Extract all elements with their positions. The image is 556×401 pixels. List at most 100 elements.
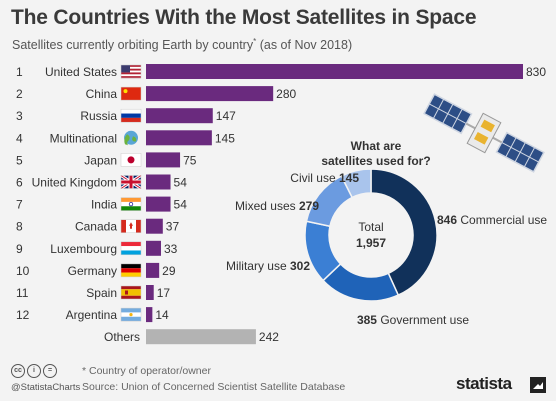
- rank-label: 9: [16, 242, 23, 256]
- bar: [146, 174, 171, 190]
- value-label: 75: [183, 153, 197, 167]
- rank-label: 7: [16, 198, 23, 212]
- flag-in-icon: [120, 197, 142, 211]
- value-label: 147: [216, 109, 236, 123]
- value-label: 830: [526, 65, 546, 79]
- rank-label: 10: [16, 264, 30, 278]
- donut-slice: [370, 168, 438, 297]
- category-label: China: [86, 87, 118, 101]
- category-label: Luxembourg: [50, 242, 117, 256]
- bar: [146, 240, 161, 256]
- bar-row: 1 United States 830: [16, 64, 546, 79]
- value-label: 54: [174, 198, 188, 212]
- bar: [146, 285, 154, 300]
- category-label: India: [91, 198, 117, 212]
- bar: [146, 86, 274, 102]
- value-label: 280: [276, 87, 296, 101]
- rank-label: 6: [16, 176, 23, 190]
- flag-jp-icon: [120, 153, 142, 167]
- bar-row: 3 Russia 147: [16, 108, 236, 124]
- rank-label: 4: [16, 131, 23, 145]
- bar: [146, 64, 523, 79]
- donut-center-label: Total: [358, 220, 383, 234]
- statista-logo[interactable]: statista: [456, 374, 512, 393]
- donut-title-line: What are: [351, 139, 402, 153]
- bar: [146, 262, 160, 278]
- no-derivatives-icon: =: [43, 364, 57, 378]
- bar: [146, 196, 171, 212]
- flag-de-icon: [120, 263, 142, 278]
- rank-label: 12: [16, 308, 30, 322]
- category-label: Russia: [80, 109, 117, 123]
- slice-name: Government use: [377, 313, 469, 327]
- bar: [146, 307, 153, 323]
- flag-es-icon: [120, 285, 142, 300]
- value-label: 29: [162, 264, 176, 278]
- category-label: Canada: [75, 220, 117, 234]
- value-label: 33: [164, 242, 178, 256]
- statista-logo-icon: [530, 377, 546, 393]
- category-label: Others: [104, 330, 140, 344]
- license-icons: cc i =: [11, 364, 57, 378]
- rank-label: 5: [16, 153, 23, 167]
- bar-row: 4 Multinational 145: [16, 130, 235, 146]
- value-label: 17: [157, 286, 171, 300]
- slice-value: 279: [299, 199, 319, 213]
- twitter-handle[interactable]: @StatistaCharts: [11, 382, 81, 393]
- category-label: Japan: [84, 153, 117, 167]
- donut-title-line: satellites used for?: [321, 154, 430, 168]
- bar-row: Others 242: [104, 329, 279, 345]
- category-label: United Kingdom: [32, 176, 117, 190]
- subtitle-text: Satellites currently orbiting Earth by c…: [12, 38, 254, 53]
- rank-label: 1: [16, 65, 23, 79]
- donut-slice: [340, 168, 372, 199]
- bar-row: 6 United Kingdom 54: [16, 174, 188, 190]
- value-label: 54: [174, 176, 188, 190]
- category-label: United States: [45, 65, 117, 79]
- flag-cn-icon: [120, 86, 142, 101]
- slice-value: 302: [290, 259, 310, 273]
- rank-label: 3: [16, 109, 23, 123]
- flag-ca-icon: [120, 219, 142, 233]
- category-label: Argentina: [66, 308, 118, 322]
- flag-globe-icon: [124, 130, 138, 146]
- bar: [146, 130, 212, 146]
- slice-label: 385 Government use: [357, 313, 469, 327]
- flag-ar-icon: [120, 307, 142, 322]
- satellite-illustration: [423, 93, 545, 173]
- value-label: 145: [215, 131, 235, 145]
- subtitle-date: (as of Nov 2018): [259, 38, 353, 53]
- value-label: 14: [155, 308, 169, 322]
- flag-ru-icon: [120, 108, 142, 123]
- slice-value: 846: [437, 213, 457, 227]
- bar-row: 7 India 54: [16, 196, 188, 212]
- chart-title: The Countries With the Most Satellites i…: [11, 6, 477, 29]
- value-label: 242: [259, 330, 279, 344]
- bar-row: 12 Argentina 14: [16, 307, 169, 323]
- slice-value: 385: [357, 313, 377, 327]
- value-label: 37: [166, 220, 180, 234]
- bar: [146, 218, 163, 234]
- rank-label: 2: [16, 87, 23, 101]
- chart-subtitle: Satellites currently orbiting Earth by c…: [12, 37, 352, 52]
- attribution-icon: i: [27, 364, 41, 378]
- slice-label: Mixed uses 279: [235, 199, 319, 213]
- slice-name: Mixed uses: [235, 199, 299, 213]
- bar: [146, 152, 181, 168]
- slice-value: 145: [339, 171, 359, 185]
- subtitle-asterisk: *: [253, 37, 257, 46]
- source-note: Source: Union of Concerned Scientist Sat…: [82, 381, 346, 393]
- donut-center-value: 1,957: [356, 236, 386, 250]
- category-label: Spain: [86, 286, 117, 300]
- bar-row: 8 Canada 37: [16, 218, 180, 234]
- bar: [146, 108, 213, 124]
- slice-name: Civil use: [290, 171, 339, 185]
- bar-row: 11 Spain 17: [16, 285, 170, 300]
- bar-row: 2 China 280: [16, 86, 297, 102]
- slice-label: 846 Commercial use: [437, 213, 547, 227]
- flag-lu-icon: [120, 241, 142, 256]
- bar-row: 10 Germany 29: [16, 262, 176, 278]
- category-label: Germany: [68, 264, 117, 278]
